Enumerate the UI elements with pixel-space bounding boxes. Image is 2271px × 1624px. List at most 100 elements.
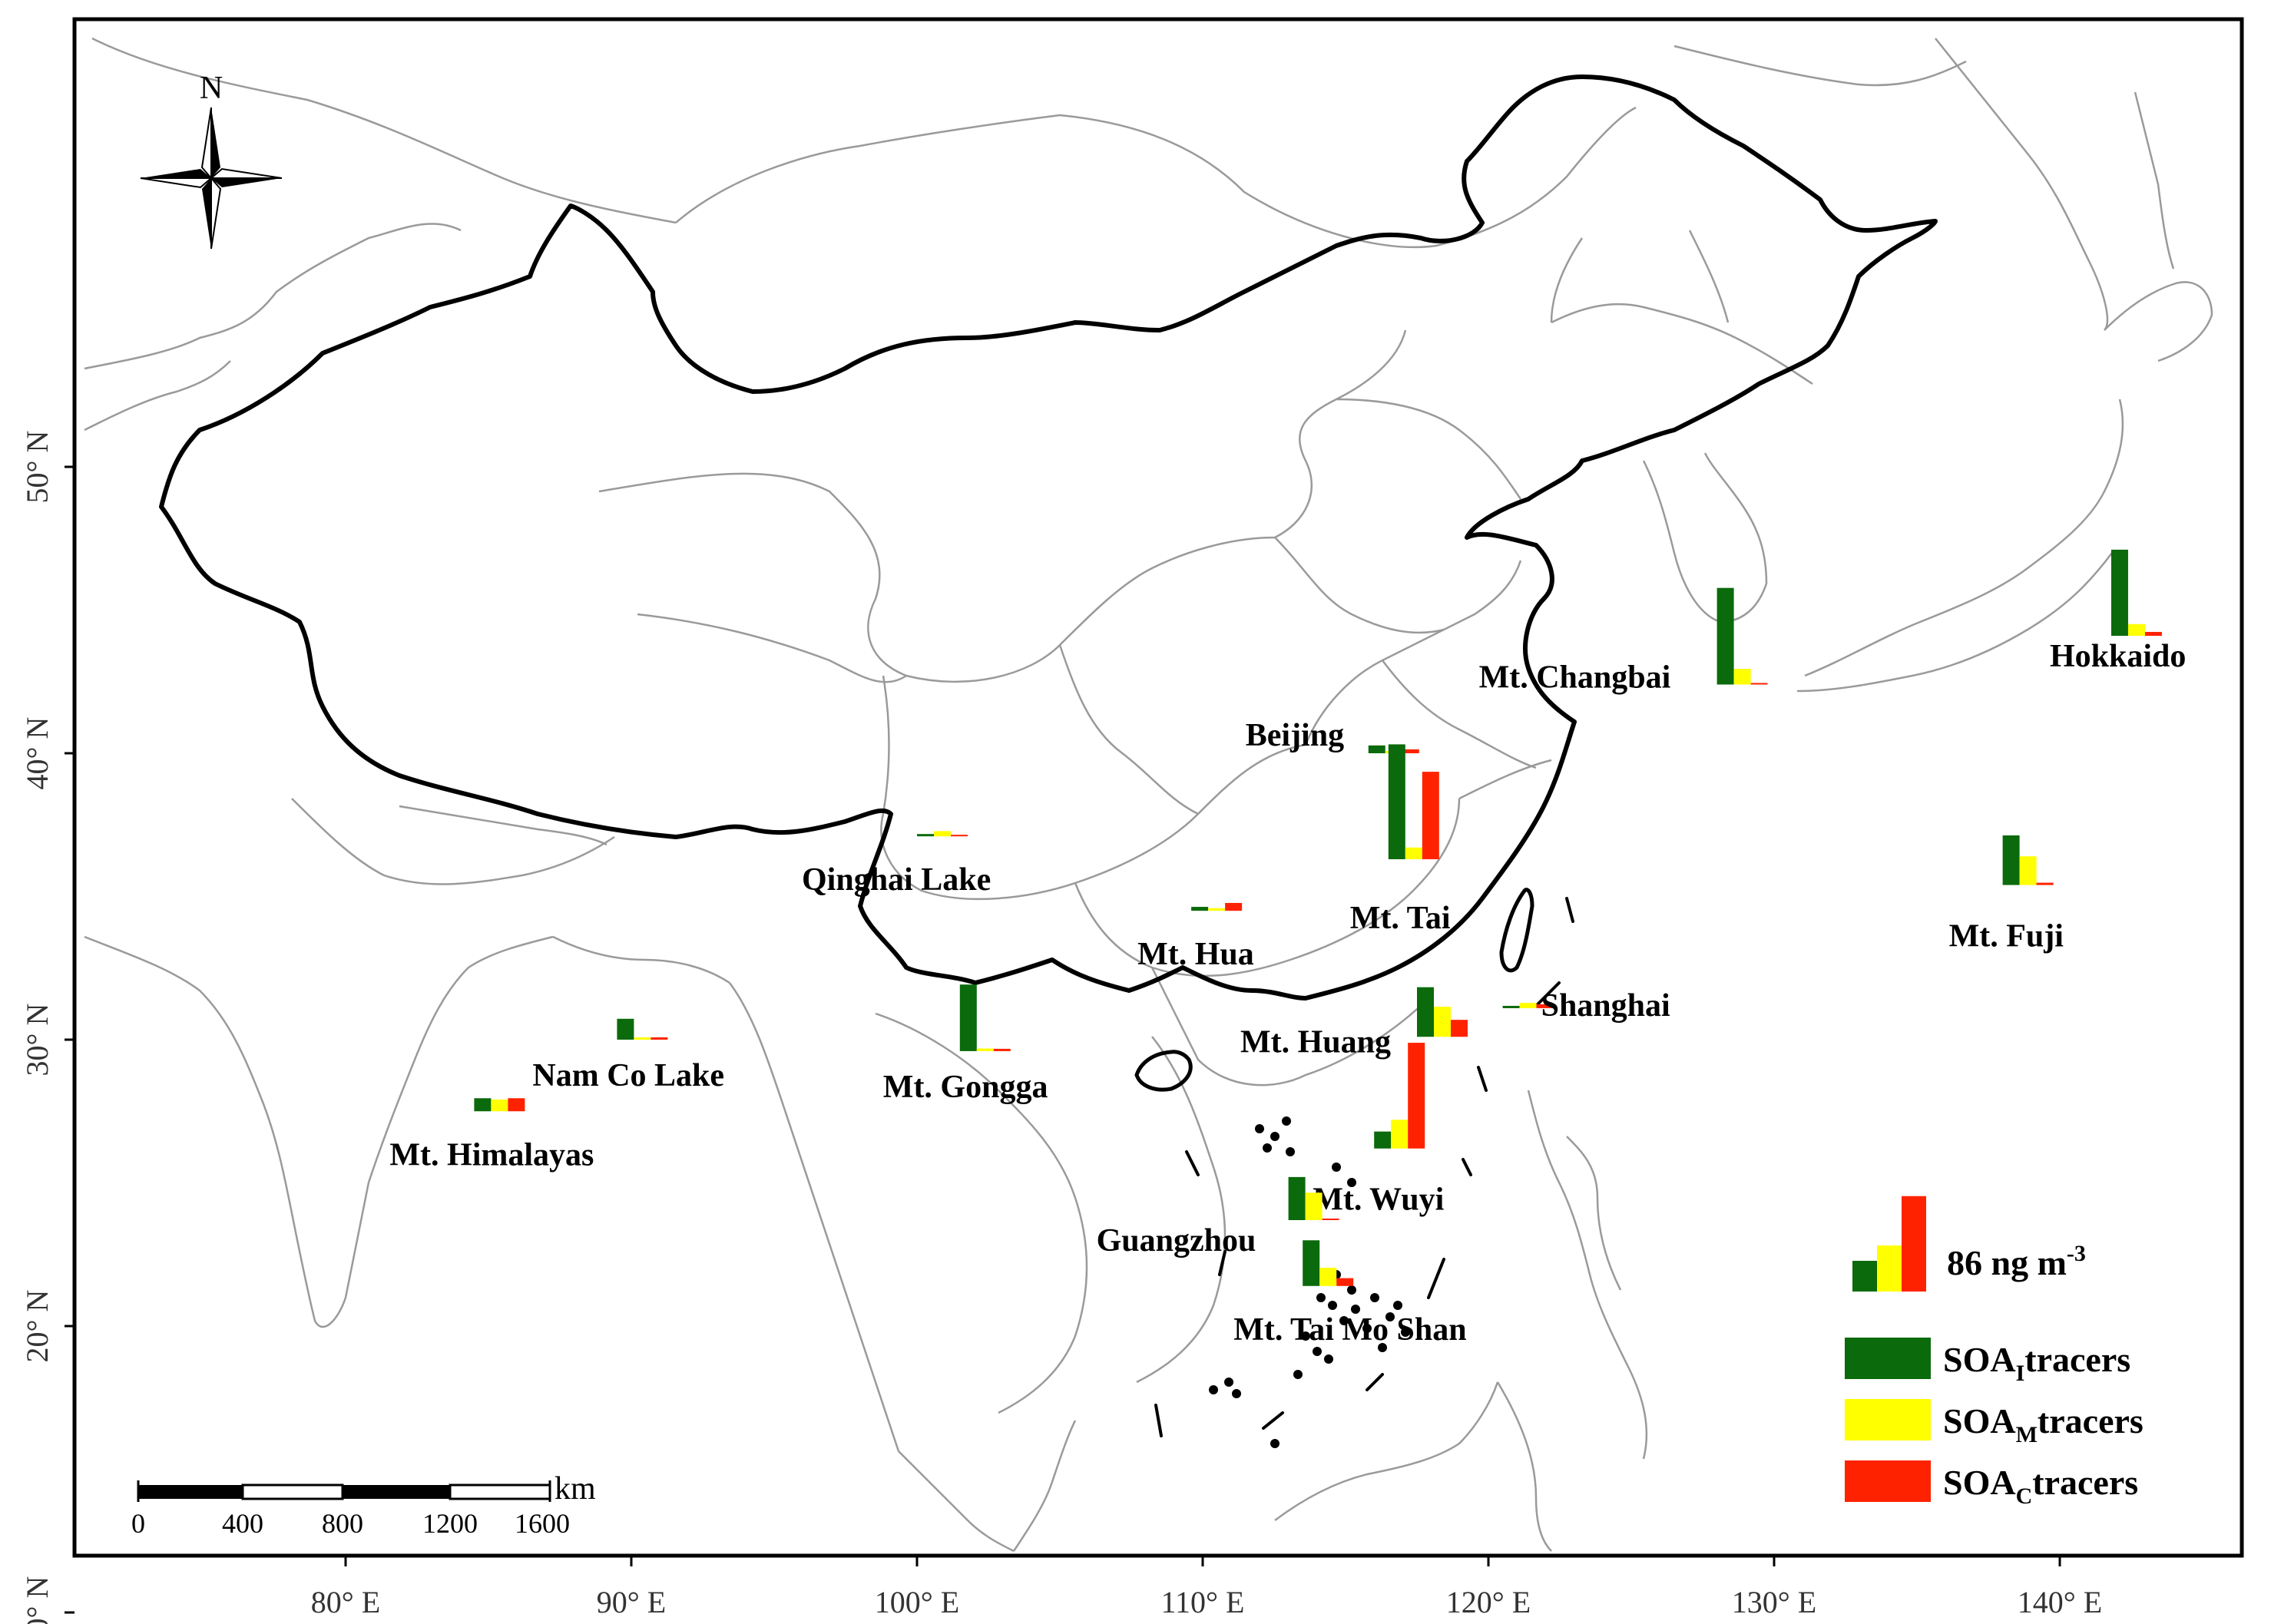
site-bar	[491, 1099, 508, 1112]
province-lines-4	[1058, 644, 1199, 815]
province-lines-5	[1074, 798, 1461, 977]
province-lines-3	[880, 675, 1306, 901]
site-bar	[1417, 987, 1434, 1037]
borneo-coast	[1274, 1381, 1499, 1522]
site-bar	[1422, 772, 1439, 860]
site-bar	[1391, 1120, 1409, 1149]
site-mt-tai-mo-shan: Mt. Tai Mo Shan	[1233, 1240, 1467, 1348]
site-bar	[2127, 623, 2145, 637]
legend-label: SOACtracers	[1943, 1463, 2138, 1509]
legend-ref-bar-c	[1902, 1196, 1926, 1292]
site-label: Mt. Changbai	[1479, 660, 1671, 695]
site-bar	[1305, 1192, 1323, 1220]
province-lines-7	[1304, 560, 1522, 746]
lat-tick-label: 20° N	[20, 1290, 55, 1363]
scale-bar: km 0 400 800 1200 1600	[131, 1471, 596, 1539]
site-label: Mt. Tai Mo Shan	[1233, 1312, 1466, 1348]
site-guangzhou: Guangzhou	[1097, 1176, 1339, 1259]
site-bar	[617, 1018, 634, 1040]
site-bar	[1750, 683, 1768, 685]
india-border	[291, 798, 615, 885]
site-beijing: Beijing	[1246, 718, 1419, 753]
site-bar	[1336, 1278, 1354, 1286]
lon-tick-label: 110° E	[1161, 1585, 1245, 1619]
sakhalin-coast	[2134, 91, 2175, 270]
site-mt-gongga: Mt. Gongga	[883, 984, 1048, 1105]
thailand-gulf	[898, 1450, 1015, 1553]
scale-unit: km	[555, 1471, 596, 1507]
site-label: Mt. Fuji	[1949, 919, 2064, 954]
legend-reference-label: 86 ng m-3	[1947, 1241, 2086, 1282]
province-lines-2	[637, 613, 907, 683]
lat-tick-label: 30° N	[20, 1004, 55, 1077]
site-bar	[1374, 1131, 1392, 1149]
borneo-coast-2	[1496, 1381, 1552, 1552]
legend-swatch	[1845, 1338, 1931, 1379]
site-bar-charts: Mt. Changbai Hokkaido Beijing Mt. Tai Qingha…	[389, 549, 2186, 1348]
scale-tick-800: 800	[322, 1508, 363, 1539]
philippines-coast-2	[1566, 1136, 1622, 1291]
lat-tick-label: 50° N	[20, 431, 55, 504]
province-lines-8	[1274, 537, 1445, 634]
scale-tick-0: 0	[131, 1508, 145, 1539]
mongolia-border	[675, 106, 1637, 249]
site-label: Mt. Huang	[1240, 1024, 1391, 1060]
province-lines-11	[1382, 660, 1537, 769]
japan-honshu-2	[1796, 552, 2113, 693]
province-lines-13	[1550, 237, 1584, 323]
hainan-island	[1134, 1050, 1193, 1092]
site-bar	[2002, 835, 2020, 885]
legend-label: SOAMtracers	[1943, 1401, 2144, 1447]
russia-border	[91, 37, 677, 224]
site-bar	[1225, 902, 1243, 911]
province-lines	[598, 329, 1407, 683]
site-mt-hua: Mt. Hua	[1137, 902, 1254, 972]
site-bar	[1368, 745, 1385, 753]
site-bar	[1536, 1004, 1554, 1008]
site-bar	[2019, 856, 2037, 885]
country-borders	[84, 37, 2213, 1553]
site-label: Beijing	[1246, 718, 1344, 753]
japan-honshu	[1804, 399, 2124, 677]
site-label: Shanghai	[1541, 988, 1670, 1024]
russia-far-east	[1935, 38, 2109, 331]
site-mt-huang: Mt. Huang	[1240, 987, 1468, 1060]
malaysia-coast	[1012, 1420, 1077, 1552]
site-bar	[1208, 908, 1226, 911]
site-bar	[1451, 1020, 1468, 1037]
legend-reference-bars	[1852, 1196, 1926, 1292]
province-lines-10	[1458, 759, 1552, 800]
site-label: Mt. Hua	[1137, 937, 1254, 972]
lat-tick-label: 10° N	[20, 1576, 55, 1624]
site-mt-wuyi: Mt. Wuyi	[1313, 1043, 1445, 1218]
site-bar	[993, 1048, 1011, 1051]
site-bar	[1408, 1043, 1425, 1149]
province-lines-9	[1336, 398, 1522, 500]
lat-tick-label: 40° N	[20, 717, 55, 790]
site-bar	[1288, 1176, 1306, 1220]
site-bar	[1402, 749, 1419, 753]
hokkaido-coast	[2104, 281, 2213, 362]
site-bar	[2144, 631, 2162, 637]
bangladesh-coast	[552, 935, 730, 984]
province-lines-12	[1551, 303, 1813, 385]
site-label: Mt. Himalayas	[389, 1137, 594, 1173]
site-bar	[651, 1037, 668, 1040]
site-label: Hokkaido	[2050, 639, 2186, 674]
site-bar	[917, 834, 934, 837]
compass-rose-icon: N	[140, 71, 283, 250]
site-bar	[634, 1037, 651, 1040]
site-bar	[1405, 847, 1422, 860]
scale-tick-1600: 1600	[515, 1508, 570, 1539]
legend: 86 ng m-3 SOAItracers SOAMtracers SOACtrac…	[1845, 1196, 2144, 1509]
legend-ref-bar-m	[1877, 1245, 1902, 1292]
site-bar	[1716, 587, 1734, 685]
korea-coast	[1642, 452, 1768, 623]
nepal-border	[399, 805, 607, 846]
legend-swatch	[1845, 1399, 1931, 1440]
site-bar	[976, 1048, 994, 1051]
site-bar	[508, 1098, 525, 1112]
kazakh-border	[84, 223, 462, 370]
lon-tick-label: 130° E	[1732, 1585, 1816, 1619]
site-label: Guangzhou	[1097, 1223, 1256, 1259]
